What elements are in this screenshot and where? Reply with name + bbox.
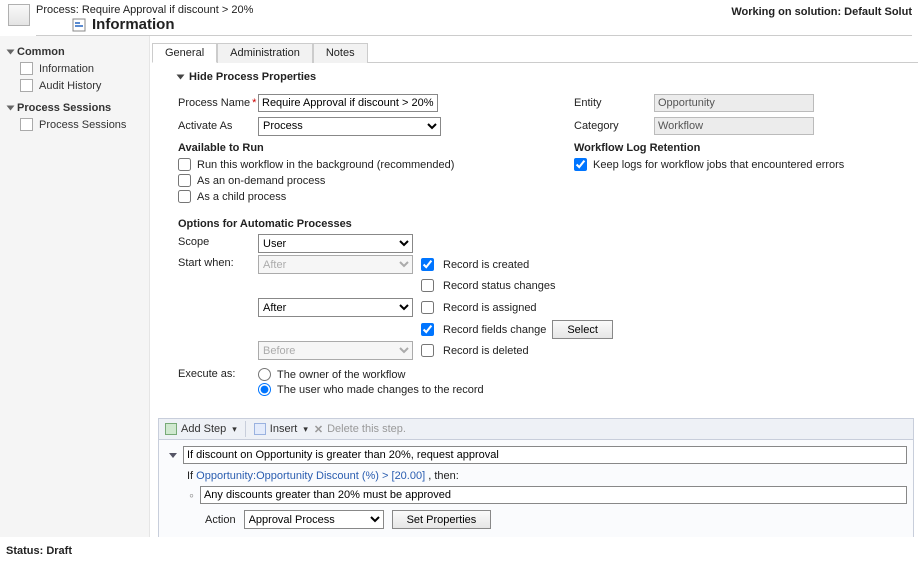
on-demand-label: As an on-demand process xyxy=(197,175,325,187)
run-background-label: Run this workflow in the background (rec… xyxy=(197,159,454,171)
execute-as-label: Execute as: xyxy=(178,366,258,380)
process-type-icon xyxy=(8,4,30,26)
add-step-button[interactable]: Add Step▾ xyxy=(165,423,237,435)
collapse-label: Hide Process Properties xyxy=(189,71,316,83)
tab-bar: General Administration Notes xyxy=(152,42,918,63)
step-toolbar: Add Step▾ Insert▾ ✕ Delete this step. xyxy=(158,418,914,440)
keep-logs-checkbox[interactable] xyxy=(574,158,587,171)
condition-description-input[interactable] xyxy=(183,446,907,464)
child-process-checkbox[interactable] xyxy=(178,190,191,203)
keep-logs-label: Keep logs for workflow jobs that encount… xyxy=(593,159,844,171)
history-icon xyxy=(20,79,33,92)
sidebar-item-label: Process Sessions xyxy=(39,119,126,131)
sidebar-section-label: Process Sessions xyxy=(17,102,111,114)
start-after-select-1[interactable]: After xyxy=(258,255,413,274)
sidebar: Common Information Audit History Process… xyxy=(0,36,150,537)
process-name-input[interactable] xyxy=(258,94,438,112)
record-assigned-label: Record is assigned xyxy=(443,302,537,314)
bullet-icon: ◦ xyxy=(189,490,194,500)
chevron-down-icon xyxy=(7,50,15,55)
if-label: If xyxy=(187,470,196,482)
chevron-down-icon xyxy=(7,106,15,111)
scope-label: Scope xyxy=(178,234,258,248)
tab-notes[interactable]: Notes xyxy=(313,43,368,63)
start-when-label: Start when: xyxy=(178,255,258,269)
chevron-down-icon xyxy=(177,75,185,80)
category-label: Category xyxy=(574,120,654,132)
sidebar-item-audit-history[interactable]: Audit History xyxy=(8,77,149,94)
available-to-run-heading: Available to Run xyxy=(178,142,558,154)
record-status-checkbox[interactable] xyxy=(421,279,434,292)
step-description-input[interactable] xyxy=(200,486,907,504)
sidebar-item-label: Audit History xyxy=(39,80,101,92)
action-select[interactable]: Approval Process xyxy=(244,510,384,529)
record-deleted-checkbox[interactable] xyxy=(421,344,434,357)
sidebar-section-common[interactable]: Common xyxy=(8,46,149,58)
run-background-checkbox[interactable] xyxy=(178,158,191,171)
record-fields-checkbox[interactable] xyxy=(421,323,434,336)
sidebar-section-label: Common xyxy=(17,46,65,58)
sidebar-item-process-sessions[interactable]: Process Sessions xyxy=(8,116,149,133)
add-step-icon xyxy=(165,423,177,435)
set-properties-button[interactable]: Set Properties xyxy=(392,510,492,529)
record-deleted-label: Record is deleted xyxy=(443,345,529,357)
condition-link[interactable]: Opportunity:Opportunity Discount (%) > [… xyxy=(196,470,425,482)
start-after-select-2[interactable]: After xyxy=(258,298,413,317)
sessions-icon xyxy=(20,118,33,131)
on-demand-checkbox[interactable] xyxy=(178,174,191,187)
record-status-label: Record status changes xyxy=(443,280,556,292)
information-icon xyxy=(20,62,33,75)
solution-indicator: Working on solution: Default Solut xyxy=(731,4,912,18)
delete-step-button[interactable]: ✕ Delete this step. xyxy=(314,423,406,436)
insert-icon xyxy=(254,423,266,435)
entity-readonly: Opportunity xyxy=(654,94,814,112)
tab-administration[interactable]: Administration xyxy=(217,43,313,63)
sidebar-item-information[interactable]: Information xyxy=(8,60,149,77)
child-process-label: As a child process xyxy=(197,191,286,203)
page-title: Information xyxy=(92,16,175,33)
start-before-select[interactable]: Before xyxy=(258,341,413,360)
sidebar-item-label: Information xyxy=(39,63,94,75)
automatic-options-heading: Options for Automatic Processes xyxy=(178,218,914,230)
tab-general[interactable]: General xyxy=(152,43,217,63)
record-assigned-checkbox[interactable] xyxy=(421,301,434,314)
collapse-step-icon[interactable] xyxy=(169,453,177,458)
entity-label: Entity xyxy=(574,97,654,109)
category-readonly: Workflow xyxy=(654,117,814,135)
activate-as-label: Activate As xyxy=(178,120,258,132)
owner-radio-label: The owner of the workflow xyxy=(277,369,405,381)
scope-select[interactable]: User xyxy=(258,234,413,253)
record-created-checkbox[interactable] xyxy=(421,258,434,271)
status-label: Status: Draft xyxy=(6,545,72,557)
user-radio[interactable] xyxy=(258,383,271,396)
info-icon xyxy=(72,18,86,32)
user-radio-label: The user who made changes to the record xyxy=(277,384,484,396)
insert-button[interactable]: Insert▾ xyxy=(254,423,308,435)
then-label: , then: xyxy=(428,470,459,482)
select-fields-button[interactable]: Select xyxy=(552,320,613,339)
step-designer: If Opportunity:Opportunity Discount (%) … xyxy=(158,440,914,537)
log-retention-heading: Workflow Log Retention xyxy=(574,142,914,154)
record-created-label: Record is created xyxy=(443,259,529,271)
sidebar-section-process-sessions[interactable]: Process Sessions xyxy=(8,102,149,114)
action-label: Action xyxy=(205,514,236,526)
owner-radio[interactable] xyxy=(258,368,271,381)
process-breadcrumb: Process: Require Approval if discount > … xyxy=(36,4,253,16)
process-name-label: Process Name* xyxy=(178,97,258,109)
delete-icon: ✕ xyxy=(314,423,323,436)
record-fields-label: Record fields change xyxy=(443,324,546,336)
activate-as-select[interactable]: Process xyxy=(258,117,441,136)
collapse-properties[interactable]: Hide Process Properties xyxy=(178,71,914,83)
